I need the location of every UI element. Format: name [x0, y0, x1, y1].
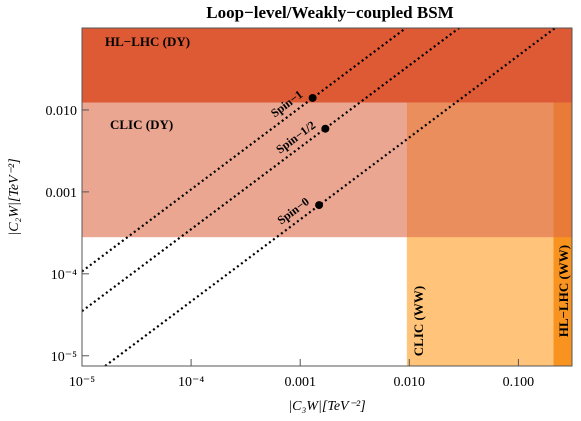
region-label: CLIC (WW): [411, 286, 426, 356]
x-tick-label: 0.010: [394, 375, 426, 390]
line: [82, 28, 460, 313]
point: [308, 93, 317, 102]
y-tick-label: 0.001: [46, 186, 78, 201]
y-tick-label: 10⁻⁴: [51, 268, 77, 283]
region-label: CLIC (DY): [110, 117, 173, 132]
x-tick-label: 10⁻⁴: [178, 375, 204, 390]
x-tick-label: 0.001: [284, 375, 316, 390]
y-tick-label: 0.010: [46, 104, 78, 119]
point: [315, 201, 324, 210]
line: [104, 28, 556, 366]
region-label: HL−LHC (DY): [105, 34, 190, 49]
region: [82, 102, 572, 238]
x-axis-label: |C₃W|[TeV⁻²]: [288, 399, 365, 414]
region: [82, 28, 572, 103]
y-tick-label: 10⁻⁵: [51, 350, 77, 365]
plot-frame: [81, 27, 573, 367]
point: [321, 124, 330, 133]
chart-title: Loop−level/Weakly−coupled BSM: [206, 3, 453, 22]
x-tick-label: 10⁻⁵: [69, 375, 95, 390]
y-axis-label: |C₂W|[TeV⁻²]: [7, 158, 22, 235]
region-label: HL−LHC (WW): [556, 245, 571, 337]
plot-area: [82, 28, 572, 366]
x-tick-label: 0.100: [503, 375, 535, 390]
